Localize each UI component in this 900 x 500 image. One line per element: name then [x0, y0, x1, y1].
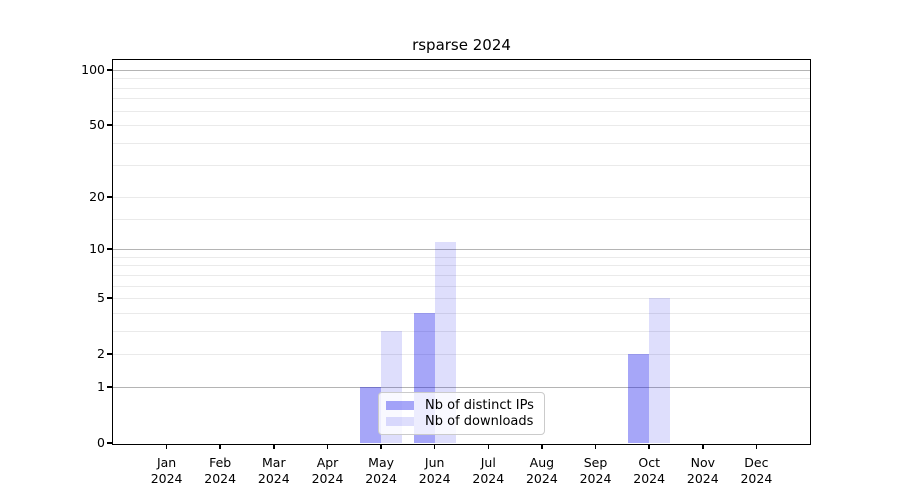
x-tick-mark — [648, 444, 650, 449]
x-tick-mark — [433, 444, 436, 449]
y-tick-mark — [107, 442, 112, 444]
x-tick-mark — [380, 444, 382, 449]
legend: Nb of distinct IPs Nb of downloads — [378, 392, 545, 435]
y-tick-mark — [107, 386, 112, 388]
y-tick-mark — [107, 196, 112, 198]
chart-title: rsparse 2024 — [412, 36, 511, 54]
x-tick-label-apr: Apr 2024 — [311, 455, 344, 486]
x-tick-label-mar: Mar 2024 — [257, 455, 290, 486]
legend-swatch-downloads — [386, 417, 414, 427]
x-tick-label-may: May 2024 — [365, 455, 397, 486]
y-gridline-minor — [113, 256, 810, 258]
y-tick-mark — [107, 248, 112, 250]
y-tick-mark — [107, 124, 112, 126]
x-tick-label-jul: Jul 2024 — [472, 455, 505, 486]
y-gridline-minor — [113, 218, 810, 220]
legend-item-distinct-ips: Nb of distinct IPs — [386, 398, 537, 413]
x-tick-mark — [273, 444, 275, 449]
y-gridline-minor — [113, 265, 810, 267]
y-gridline-minor — [113, 274, 810, 276]
x-tick-mark — [165, 444, 168, 449]
y-tick-label-20: 20 — [89, 188, 105, 204]
y-gridline-minor — [113, 330, 810, 332]
y-tick-mark — [107, 69, 112, 71]
x-tick-mark — [219, 444, 221, 449]
y-gridline-100 — [113, 69, 810, 71]
y-tick-label-2: 2 — [97, 346, 105, 362]
y-tick-label-10: 10 — [89, 241, 105, 257]
x-tick-label-nov: Nov 2024 — [686, 455, 719, 486]
x-tick-label-oct: Oct 2024 — [633, 455, 666, 486]
bar-downloads-oct — [649, 298, 671, 443]
y-gridline-minor — [113, 285, 810, 287]
y-tick-label-0: 0 — [97, 435, 105, 450]
legend-label-distinct-ips: Nb of distinct IPs — [425, 397, 534, 413]
y-tick-mark — [107, 297, 112, 299]
y-gridline-minor — [113, 78, 810, 80]
x-tick-label-aug: Aug 2024 — [525, 455, 558, 486]
y-gridline-1 — [113, 386, 810, 388]
x-tick-mark — [755, 444, 758, 449]
y-gridline-20 — [113, 196, 810, 198]
y-gridline-minor — [113, 312, 810, 314]
x-tick-label-sep: Sep 2024 — [579, 455, 612, 486]
y-tick-mark — [107, 353, 112, 355]
y-tick-label-1: 1 — [97, 378, 105, 394]
x-tick-label-feb: Feb 2024 — [204, 455, 237, 486]
legend-label-downloads: Nb of downloads — [425, 414, 534, 430]
y-tick-label-5: 5 — [97, 290, 105, 306]
bar-distinct-ips-oct — [628, 354, 650, 443]
x-tick-label-jan: Jan 2024 — [150, 455, 183, 486]
y-gridline-minor — [113, 98, 810, 100]
x-tick-label-jun: Jun 2024 — [418, 455, 451, 486]
y-tick-label-50: 50 — [89, 117, 105, 132]
y-gridline-minor — [113, 165, 810, 167]
legend-item-downloads: Nb of downloads — [386, 414, 537, 429]
x-tick-mark — [541, 444, 543, 449]
x-tick-label-dec: Dec 2024 — [740, 455, 773, 486]
y-gridline-5 — [113, 298, 810, 300]
legend-swatch-distinct-ips — [386, 400, 414, 410]
x-tick-mark — [702, 444, 704, 449]
y-gridline-10 — [113, 249, 810, 251]
x-tick-mark — [487, 444, 490, 449]
y-gridline-minor — [113, 142, 810, 144]
x-tick-mark — [326, 444, 329, 449]
y-gridline-2 — [113, 354, 810, 356]
y-gridline-minor — [113, 87, 810, 89]
y-gridline-minor — [113, 110, 810, 112]
x-tick-mark — [594, 444, 597, 449]
bar-distinct-ips-may — [360, 386, 382, 443]
y-gridline-50 — [113, 125, 810, 126]
y-tick-label-100: 100 — [81, 61, 105, 77]
